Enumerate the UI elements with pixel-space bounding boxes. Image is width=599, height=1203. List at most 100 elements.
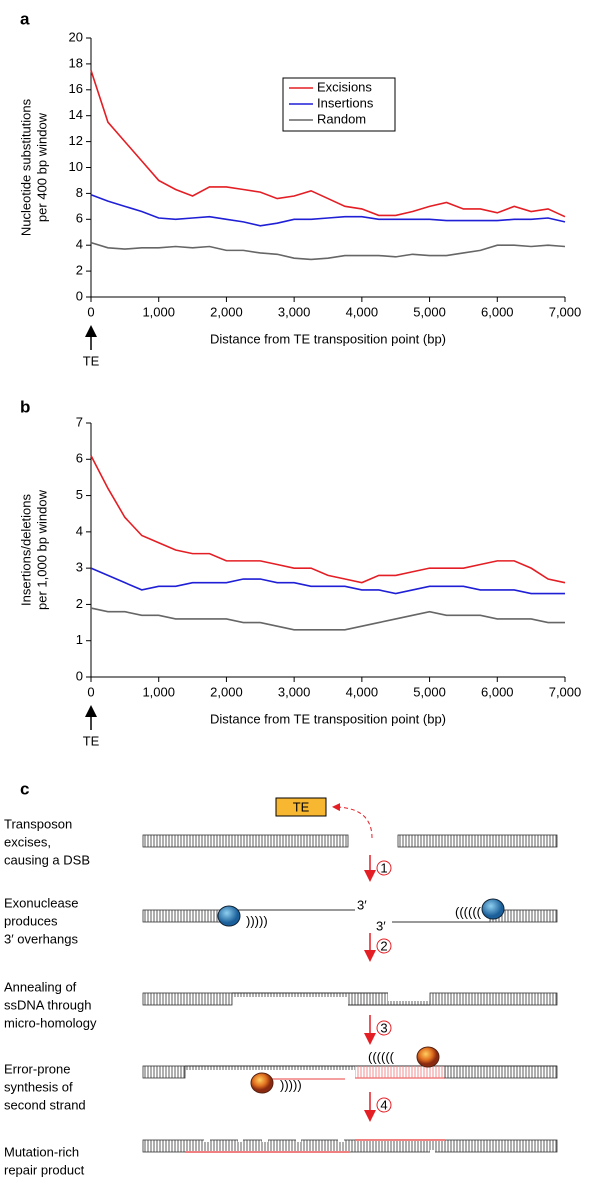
y-tick-label: 8: [76, 185, 83, 200]
y-tick-label: 20: [69, 29, 83, 44]
x-tick-label: 7,000: [549, 304, 582, 319]
y-tick-label: 0: [76, 288, 83, 303]
step-label: Mutation-rich: [4, 1144, 79, 1159]
dna: [142, 1065, 186, 1079]
polymerase: [250, 1072, 274, 1094]
te-box-label: TE: [293, 799, 310, 814]
panel-label: b: [20, 397, 30, 416]
legend-label: Insertions: [317, 95, 374, 110]
x-tick-label: 2,000: [210, 684, 243, 699]
step-number: 3: [380, 1020, 387, 1035]
polymerase: [416, 1046, 440, 1068]
annealed: [348, 993, 388, 1005]
y-axis-label: per 1,000 bp window: [34, 489, 49, 610]
legend-label: Random: [317, 111, 366, 126]
y-tick-label: 2: [76, 596, 83, 611]
x-axis-label: Distance from TE transposition point (bp…: [210, 331, 446, 346]
legend-label: Excisions: [317, 79, 372, 94]
diagram: c TE ))))) (((((( ))))) (((((( 1 2 3 4 3…: [20, 779, 558, 1154]
panel-label: c: [20, 779, 29, 798]
y-tick-label: 18: [69, 55, 83, 70]
step-label: synthesis of: [4, 1079, 73, 1094]
x-tick-label: 0: [87, 684, 94, 699]
ssdna: [232, 993, 348, 997]
y-tick-label: 3: [76, 560, 83, 575]
dna: [142, 909, 223, 923]
step-number: 1: [380, 860, 387, 875]
x-tick-label: 2,000: [210, 304, 243, 319]
series-line: [90, 193, 566, 227]
x-tick-label: 3,000: [278, 304, 311, 319]
series-line: [90, 607, 565, 631]
y-tick-label: 12: [69, 133, 83, 148]
y-axis-label: Nucleotide substitutions: [18, 98, 33, 236]
y-tick-label: 10: [69, 159, 83, 174]
te-box: [275, 797, 327, 817]
x-tick-label: 5,000: [413, 304, 446, 319]
step-label: produces: [4, 913, 58, 928]
step-label: causing a DSB: [4, 852, 90, 867]
y-tick-label: 7: [76, 414, 83, 429]
step-label: micro-homology: [4, 1015, 97, 1030]
x-tick-label: 6,000: [481, 684, 514, 699]
step-label: Transposon: [4, 816, 72, 831]
step-label: second strand: [4, 1097, 86, 1112]
x-axis-label: Distance from TE transposition point (bp…: [210, 711, 446, 726]
y-tick-label: 4: [76, 237, 83, 252]
x-tick-label: 7,000: [549, 684, 582, 699]
y-tick-label: 5: [76, 487, 83, 502]
step-label: Annealing of: [4, 979, 77, 994]
y-tick-label: 1: [76, 632, 83, 647]
digested: ))))): [246, 913, 268, 928]
step-number: 4: [380, 1097, 387, 1112]
dna: [142, 992, 233, 1006]
x-tick-label: 1,000: [142, 304, 175, 319]
x-tick-label: 4,000: [346, 684, 379, 699]
dna: [397, 834, 558, 848]
exonuclease: [217, 905, 241, 927]
ssdna: [185, 1066, 355, 1070]
y-tick-label: 4: [76, 523, 83, 538]
series-line: [90, 455, 566, 584]
ssdna: [388, 1001, 430, 1005]
annotation: TE: [83, 733, 100, 748]
overhang-label: 3′: [376, 918, 386, 933]
x-tick-label: 6,000: [481, 304, 514, 319]
y-tick-label: 6: [76, 451, 83, 466]
nascent: ))))): [280, 1077, 302, 1092]
y-tick-label: 16: [69, 81, 83, 96]
panel-label: a: [20, 9, 30, 28]
excision-arrow: [332, 803, 373, 839]
y-tick-label: 6: [76, 211, 83, 226]
step-label: repair product: [4, 1162, 85, 1177]
x-tick-label: 0: [87, 304, 94, 319]
step-label: 3′ overhangs: [4, 931, 78, 946]
nascent: ((((((: [368, 1049, 395, 1064]
y-axis-label: per 400 bp window: [34, 112, 49, 222]
step-label: Exonuclease: [4, 895, 78, 910]
y-axis-label: Insertions/deletions: [18, 493, 33, 606]
y-tick-label: 0: [76, 668, 83, 683]
digested: ((((((: [455, 904, 482, 919]
step-label: excises,: [4, 834, 51, 849]
dna: [142, 834, 349, 848]
x-tick-label: 4,000: [346, 304, 379, 319]
exonuclease: [481, 898, 505, 920]
x-tick-label: 3,000: [278, 684, 311, 699]
series-line: [90, 70, 566, 218]
annotation: TE: [83, 353, 100, 368]
dna: [444, 1065, 558, 1079]
series-line: [90, 567, 565, 595]
new-strand: [355, 1066, 445, 1078]
overhang-label: 3′: [357, 897, 367, 912]
dna: [429, 992, 558, 1006]
x-tick-label: 1,000: [142, 684, 175, 699]
y-tick-label: 2: [76, 263, 83, 278]
y-tick-label: 14: [69, 107, 83, 122]
step-label: Error-prone: [4, 1061, 70, 1076]
step-number: 2: [380, 938, 387, 953]
series-line: [90, 241, 566, 261]
x-tick-label: 5,000: [413, 684, 446, 699]
step-label: ssDNA through: [4, 997, 91, 1012]
